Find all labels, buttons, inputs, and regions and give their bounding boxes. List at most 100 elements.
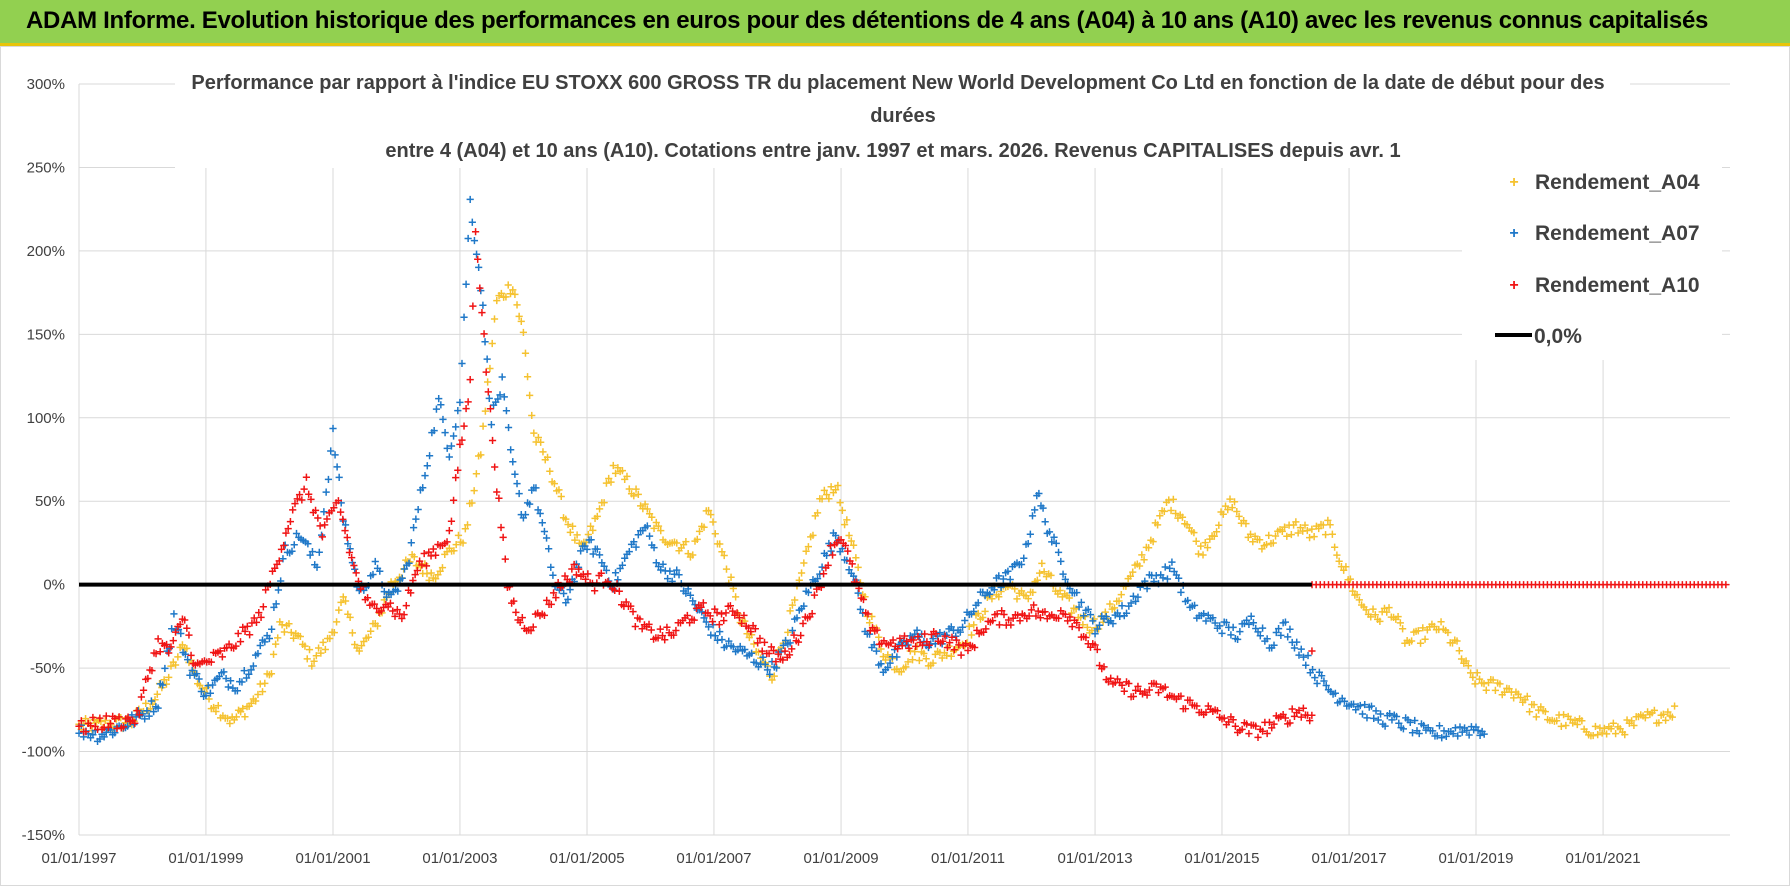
data-point xyxy=(184,655,192,664)
data-point xyxy=(1333,551,1341,559)
data-point xyxy=(1175,574,1183,582)
data-point xyxy=(142,699,150,707)
data-point xyxy=(715,620,723,629)
data-point xyxy=(593,545,601,553)
data-point xyxy=(1621,730,1629,739)
data-point xyxy=(774,650,782,658)
data-point xyxy=(990,586,998,594)
data-point xyxy=(321,645,329,654)
data-point xyxy=(845,531,853,540)
data-point xyxy=(371,557,379,566)
data-point xyxy=(1335,557,1343,565)
data-point xyxy=(1178,513,1187,521)
data-point xyxy=(1612,730,1620,738)
data-point xyxy=(1149,538,1157,546)
data-point xyxy=(1029,588,1037,597)
data-point xyxy=(748,649,756,657)
data-point xyxy=(1319,521,1327,529)
data-point xyxy=(970,621,978,629)
data-point xyxy=(330,504,338,512)
data-point xyxy=(258,688,267,696)
data-point xyxy=(727,573,735,581)
data-point xyxy=(240,666,248,675)
data-point xyxy=(982,625,990,633)
data-point xyxy=(809,531,817,539)
data-point xyxy=(1056,586,1064,595)
data-point xyxy=(526,391,534,400)
data-point xyxy=(886,659,894,667)
data-point xyxy=(552,594,560,602)
data-point xyxy=(584,570,592,578)
data-point xyxy=(709,518,717,526)
data-point xyxy=(1340,697,1349,705)
data-point xyxy=(1088,626,1096,635)
data-point xyxy=(232,642,240,650)
data-point xyxy=(1473,669,1481,677)
data-point xyxy=(1224,506,1232,514)
data-point xyxy=(868,612,876,621)
data-point xyxy=(786,607,794,615)
data-point xyxy=(1371,611,1379,619)
data-point xyxy=(1265,531,1273,539)
data-point xyxy=(307,495,315,504)
data-point xyxy=(1471,680,1479,688)
data-point xyxy=(1356,701,1364,710)
data-point xyxy=(106,720,115,728)
data-point xyxy=(889,636,897,644)
data-point xyxy=(1017,587,1026,595)
data-point xyxy=(156,648,164,656)
data-point xyxy=(239,704,247,713)
y-tick-label: 150% xyxy=(27,326,65,343)
data-point xyxy=(1463,726,1471,735)
data-point xyxy=(560,589,568,598)
data-point xyxy=(1392,712,1401,721)
data-point xyxy=(1126,572,1135,580)
data-point xyxy=(427,569,435,577)
data-point xyxy=(1322,681,1330,690)
data-point xyxy=(75,729,83,737)
data-point xyxy=(964,646,972,655)
data-point xyxy=(1013,595,1021,603)
data-point xyxy=(256,641,264,650)
data-point xyxy=(740,611,748,620)
data-point xyxy=(1101,608,1109,616)
data-point xyxy=(288,547,296,555)
data-point xyxy=(242,674,251,682)
data-point xyxy=(300,485,308,493)
data-point xyxy=(304,540,312,548)
data-point xyxy=(689,551,697,559)
data-point xyxy=(1571,716,1579,724)
data-point xyxy=(86,722,95,730)
data-point xyxy=(648,513,656,521)
data-point xyxy=(168,625,176,633)
data-point xyxy=(1113,675,1122,683)
data-point xyxy=(1670,702,1679,710)
data-point xyxy=(799,619,807,628)
data-point xyxy=(1229,623,1237,631)
data-point xyxy=(571,536,579,544)
data-point xyxy=(957,651,965,659)
data-point xyxy=(840,521,849,529)
data-point xyxy=(643,505,651,513)
data-point xyxy=(664,575,672,583)
data-point xyxy=(593,512,601,521)
data-point xyxy=(313,563,321,571)
data-point xyxy=(293,495,301,503)
data-point xyxy=(1190,529,1198,537)
data-point xyxy=(1349,587,1357,595)
data-point xyxy=(321,521,329,529)
data-point xyxy=(632,543,640,551)
data-point xyxy=(539,448,547,456)
x-tick-label: 01/01/2003 xyxy=(422,850,497,867)
data-point xyxy=(1349,700,1358,708)
data-point xyxy=(1474,726,1482,735)
data-point xyxy=(545,545,553,553)
data-point xyxy=(1249,538,1257,546)
data-point xyxy=(1328,530,1336,538)
data-point xyxy=(1376,617,1384,625)
data-point xyxy=(202,691,210,700)
data-point xyxy=(726,602,734,610)
data-point xyxy=(1295,706,1303,714)
data-point xyxy=(902,663,910,671)
